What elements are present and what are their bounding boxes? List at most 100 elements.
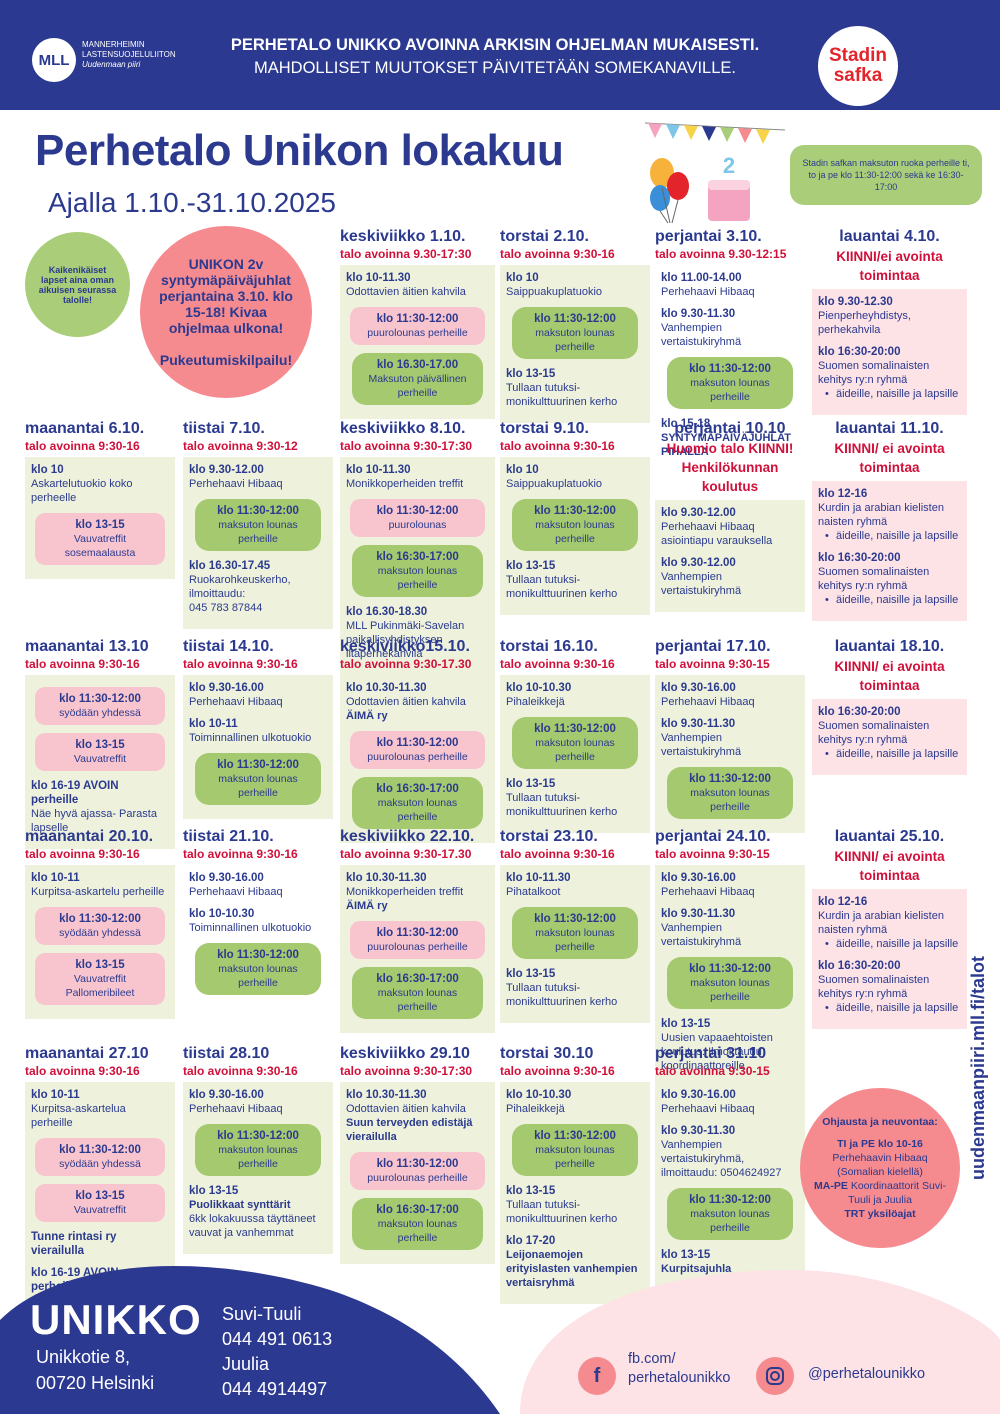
day: perjantai 10.10 Huomio talo KIINNI! Henki… [655, 420, 805, 612]
event: klo 9.30-12.00 Perhehaavi Hibaaq asiointi… [661, 506, 799, 548]
day-title: keskiviikko 22.10. [340, 828, 475, 845]
event: klo 13-15 Tullaan tutuksi- monikulttuurin… [506, 367, 644, 409]
event-text: Kurpitsa-askartelua perheille [31, 1103, 126, 1129]
event-time: klo 11:30-12:00 [689, 1194, 771, 1206]
event-time: klo 16:30-20:00 [818, 960, 901, 972]
event-text: maksuton lounas perheille [218, 773, 298, 799]
event-time: klo 13-15 [506, 778, 556, 790]
event: klo 10-10.30 Pihaleikkejä [506, 681, 644, 709]
event: klo 16:30-20:00 Suomen somalinaisten kehi… [818, 705, 961, 761]
event: klo 11:30-12:00 puurolounas perheille [350, 731, 485, 769]
facebook-icon[interactable]: f [578, 1357, 616, 1395]
event-text: maksuton lounas perheille [377, 1218, 458, 1244]
event: klo 9.30-16.00 Perhehaavi Hibaaq [661, 1088, 799, 1116]
day: perjantai 31.10 talo avoinna 9:30-15 klo 9… [655, 1045, 805, 1290]
event-text: 045 783 87844 [189, 602, 263, 614]
event: klo 10-11.30 Pihatalkoot [506, 871, 644, 899]
event: klo 16.30-17.45 Ruokarohkeuskerho, ilmoit… [189, 559, 327, 615]
event-time: klo 11:30-12:00 [689, 363, 771, 375]
event-time: klo 11:30-12:00 [376, 505, 459, 517]
event-time: klo 10-11 [31, 872, 80, 884]
event: klo 11:30-12:00 maksuton lounas perheille [667, 957, 793, 1009]
event-time: klo 12-16 [818, 896, 868, 908]
day-panel: klo 16:30-20:00 Suomen somalinaisten kehi… [812, 699, 967, 775]
event: klo 11:30-12:00 maksuton lounas perheille [667, 767, 793, 819]
event-time: klo 16:30-20:00 [818, 346, 901, 358]
event: klo 10-10.30 Toiminnallinen ulkotuokio [189, 907, 327, 935]
event-text: Vauvatreffit [73, 1204, 127, 1216]
event-text: Kurdin ja arabian kielisten naisten ryhm… [818, 910, 944, 936]
day: torstai 9.10. talo avoinna 9:30-16 klo 10 S… [500, 420, 650, 615]
day-panel: klo 10-11.30 Monikkoperheiden treffit klo … [340, 457, 495, 675]
decoration: 2 [644, 122, 786, 224]
event-time: klo 10 [506, 272, 539, 284]
guidance-line: MA-PE Koordinaattorit Suvi-Tuuli ja Juul… [812, 1179, 948, 1207]
event: klo 11:30-12:00 maksuton lounas perheille [512, 717, 638, 769]
event-text: Saippuakuplatuokio [506, 286, 603, 298]
footer-brand: UNIKKO [30, 1296, 202, 1343]
balloons [650, 158, 689, 224]
event-text: Odottavien äitien kahvila [346, 286, 466, 298]
cake: 2 [708, 153, 750, 221]
event-time: klo 11:30-12:00 [534, 505, 616, 517]
event-text: Monikkoperheiden treffit [346, 478, 464, 490]
day-status: talo avoinna 9:30-16 [183, 847, 298, 861]
instagram-link[interactable]: @perhetalounikko [808, 1366, 926, 1382]
event-text: syödään yhdessä [59, 707, 141, 719]
day-panel: klo 12-16 Kurdin ja arabian kielisten nai… [812, 889, 967, 1029]
day-status: talo avoinna 9:30-15 [655, 1064, 770, 1078]
event-time: klo 11:30-12:00 [217, 949, 299, 961]
event-text: maksuton lounas perheille [218, 519, 298, 545]
event-time: klo 13-15 [506, 1185, 556, 1197]
facebook-link[interactable]: fb.com/ perhetalounikko [628, 1350, 730, 1388]
event: klo 11:30-12:00 puurolounas [350, 499, 485, 537]
event-text: maksuton lounas perheille [535, 737, 615, 763]
day-panel: klo 10 Saippuakuplatuokio klo 11:30-12:00 m… [500, 265, 650, 423]
event-time: klo 16:30-17:00 [376, 783, 459, 795]
event-bullet: äideille, naisille ja lapsille [818, 593, 961, 607]
event-time: klo 10-10.30 [189, 908, 255, 920]
event: klo 13-15 Kurpitsajuhla [661, 1248, 799, 1276]
day-status: talo avoinna 9:30-12 [183, 439, 298, 453]
day: tiistai 28.10 talo avoinna 9:30-16 klo 9.3… [183, 1045, 333, 1254]
event-text: Pienperheyhdistys, perhekahvila [818, 310, 911, 336]
day-title: maanantai 27.10 [25, 1045, 149, 1062]
event-bold: Leijonaemojen erityislasten vanhempien v… [506, 1249, 638, 1289]
event: klo 11:30-12:00 maksuton lounas perheille [195, 1124, 321, 1176]
instagram-icon[interactable] [756, 1357, 794, 1395]
event: klo 11:30-12:00 maksuton lounas perheille [667, 357, 793, 409]
event: klo 11:30-12:00 maksuton lounas perheille [512, 1124, 638, 1176]
event: klo 10 Askartelutuokio koko perheelle [31, 463, 169, 505]
event-time: klo 11:30-12:00 [59, 693, 141, 705]
event: klo 10-11 Toiminnallinen ulkotuokio [189, 717, 327, 745]
event: klo 13-15 Vauvatreffit [35, 733, 165, 771]
event-bullet: äideille, naisille ja lapsille [818, 1001, 961, 1015]
event: klo 11:30-12:00 maksuton lounas perheille [512, 307, 638, 359]
event-time: klo 9.30-11.30 [661, 908, 736, 920]
note-text: Pukeutumiskilpailu! [159, 352, 293, 368]
footer-contacts: Suvi-Tuuli 044 491 0613 Juulia 044 49144… [222, 1302, 332, 1402]
event-text: maksuton lounas perheille [535, 927, 615, 953]
event-time: klo 11:30-12:00 [376, 313, 459, 325]
event-text: 6kk lokakuussa täyttäneet vauvat ja vanh… [189, 1213, 316, 1239]
day-status: talo avoinna 9:30-16 [500, 247, 615, 261]
event-time: klo 9.30-16.00 [189, 872, 264, 884]
event-text: maksuton lounas perheille [377, 987, 458, 1013]
event-text: maksuton lounas perheille [377, 797, 458, 823]
event-bold: Puolikkaat synttärit [189, 1199, 291, 1211]
event: klo 13-15 Vauvatreffit [35, 1184, 165, 1222]
event: klo 13-15 Tullaan tutuksi- monikulttuurin… [506, 967, 644, 1009]
day-panel: klo 10.30-11.30 Odottavien äitien kahvila… [340, 675, 495, 843]
event-time: klo 9.30-12.00 [189, 464, 264, 476]
event-text: Pihaleikkejä [506, 696, 565, 708]
event-text: Perhehaavi Hibaaq [661, 1103, 755, 1115]
day: torstai 23.10. talo avoinna 9:30-16 klo 10… [500, 828, 650, 1023]
event-text: syödään yhdessä [59, 1158, 141, 1170]
event-text: puurolounas [388, 519, 447, 531]
day-title: maanantai 6.10. [25, 420, 145, 437]
event: klo 10-11.30 Odottavien äitien kahvila [346, 271, 489, 299]
day-status: talo avoinna 9:30-16 [25, 657, 140, 671]
day: keskiviikko 1.10. talo avoinna 9.30-17:30… [340, 228, 495, 419]
event-time: klo 13-15 [75, 959, 125, 971]
day-title: lauantai 4.10. [839, 228, 940, 245]
